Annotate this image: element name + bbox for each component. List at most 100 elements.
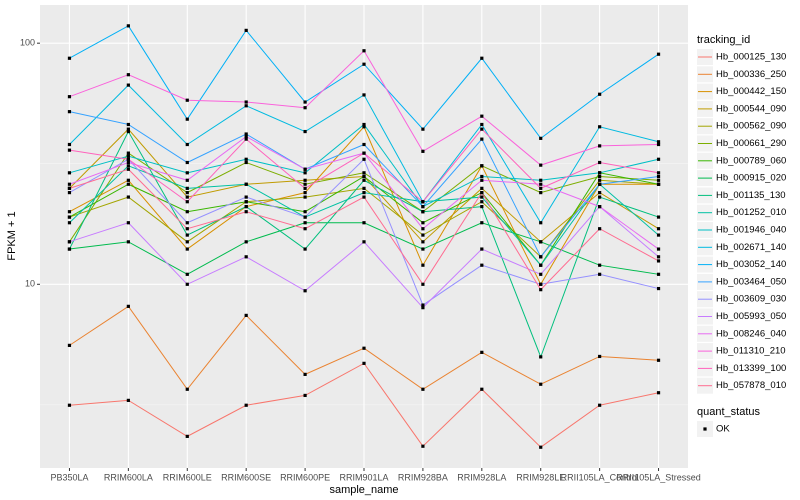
data-point [539, 221, 543, 225]
data-point [598, 354, 602, 359]
data-point [303, 178, 307, 182]
data-point [185, 171, 189, 175]
legend-label: Hb_000125_130 [716, 52, 786, 63]
x-tick-label: RRII105LA_Stressed [616, 472, 701, 482]
data-point [185, 434, 189, 438]
data-point [67, 191, 72, 195]
data-point [421, 204, 425, 209]
data-point [244, 160, 248, 165]
data-point [244, 240, 248, 244]
data-point [480, 247, 484, 251]
data-point [185, 282, 189, 286]
data-point [598, 144, 602, 148]
data-point [656, 255, 661, 259]
legend-label: Hb_000562_090 [716, 121, 786, 132]
data-point [303, 191, 307, 195]
data-point [67, 171, 72, 175]
data-point [656, 174, 661, 179]
data-point [598, 125, 602, 129]
y-axis-title: FPKM + 1 [6, 211, 18, 260]
data-point [244, 200, 248, 204]
data-point [244, 28, 248, 32]
data-point [656, 358, 661, 362]
data-point [185, 160, 189, 165]
data-point [185, 117, 189, 121]
data-point [244, 104, 248, 108]
data-point [539, 263, 543, 267]
data-point [656, 142, 661, 147]
data-point [539, 186, 543, 190]
data-point [480, 137, 484, 141]
data-point [480, 263, 484, 267]
data-point [539, 272, 543, 276]
data-point [539, 382, 543, 386]
data-point [421, 221, 425, 225]
legend-label: Hb_003052_140 [716, 259, 786, 270]
legend-label: Hb_008246_040 [716, 328, 786, 339]
data-point [303, 106, 307, 110]
data-point [656, 171, 661, 175]
data-point [185, 195, 189, 199]
x-tick-label: RRIM600LA [104, 472, 153, 482]
y-tick-label: 100 [20, 38, 35, 48]
data-point [67, 186, 72, 190]
data-point [656, 140, 661, 144]
legend-label: Hb_000442_150 [716, 86, 786, 97]
data-point [126, 195, 130, 199]
data-point [656, 286, 661, 291]
data-point [303, 247, 307, 251]
x-tick-label: RRIM928LE [516, 472, 565, 482]
data-point [126, 127, 130, 131]
data-point [126, 304, 130, 308]
legend-label: Hb_001252_010 [716, 207, 786, 218]
data-point [539, 255, 543, 259]
data-point [185, 227, 189, 231]
data-point [480, 387, 484, 391]
data-point [598, 178, 602, 182]
data-point [303, 100, 307, 104]
data-point [539, 445, 543, 449]
data-point [421, 240, 425, 244]
data-point [303, 186, 307, 190]
data-point [67, 221, 72, 225]
data-point [480, 178, 484, 182]
data-point [421, 227, 425, 231]
data-point [67, 56, 72, 60]
data-point [421, 263, 425, 267]
data-point [303, 182, 307, 186]
data-point [126, 398, 130, 402]
data-point [126, 122, 130, 127]
data-point [185, 186, 189, 190]
data-point [539, 163, 543, 167]
data-point [303, 227, 307, 231]
data-point [362, 186, 366, 190]
data-point [656, 247, 661, 251]
data-point [303, 289, 307, 293]
data-point [362, 151, 366, 155]
data-point [126, 164, 130, 168]
data-point [362, 221, 366, 225]
data-point [362, 174, 366, 179]
data-point [362, 361, 366, 365]
data-point [656, 215, 661, 219]
data-point [126, 157, 130, 161]
data-point [67, 403, 72, 407]
legend-title: quant_status [697, 406, 760, 418]
legend-label: Hb_000336_250 [716, 69, 786, 80]
y-tick-label: 10 [25, 279, 35, 289]
legend-label: Hb_000661_290 [716, 138, 786, 149]
data-point [244, 204, 248, 209]
data-point [480, 204, 484, 209]
legend-label: Hb_002671_140 [716, 242, 786, 253]
data-point [126, 178, 130, 182]
data-point [67, 95, 72, 99]
data-point [244, 134, 248, 139]
data-point [126, 83, 130, 87]
legend-label: Hb_003609_030 [716, 294, 786, 305]
data-point [421, 233, 425, 237]
data-point [244, 255, 248, 259]
data-point [421, 303, 425, 307]
data-point [421, 210, 425, 214]
data-point [421, 306, 425, 310]
data-point [362, 93, 366, 97]
